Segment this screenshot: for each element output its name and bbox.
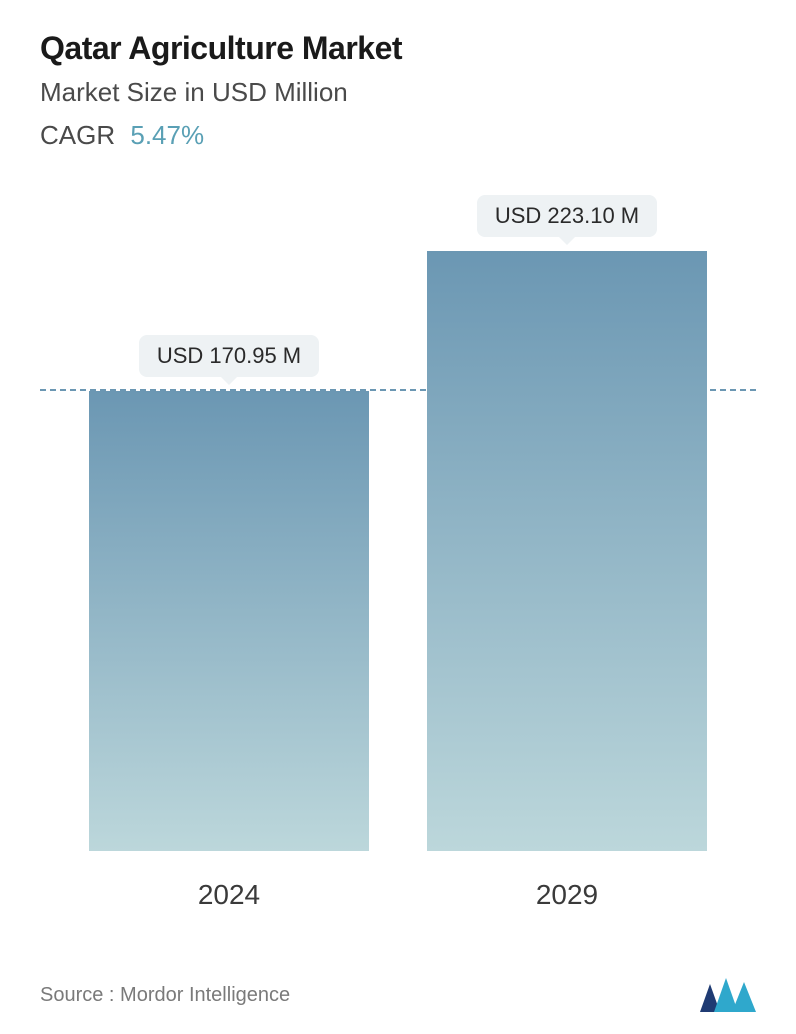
chart-header: Qatar Agriculture Market Market Size in … (40, 30, 756, 151)
x-label-1: 2029 (427, 879, 707, 911)
value-pill-1: USD 223.10 M (477, 195, 657, 237)
x-label-0: 2024 (89, 879, 369, 911)
chart-title: Qatar Agriculture Market (40, 30, 756, 67)
bar-0 (89, 391, 369, 851)
cagr-row: CAGR 5.47% (40, 120, 756, 151)
cagr-label: CAGR (40, 120, 115, 150)
chart-area: USD 170.95 M USD 223.10 M 2024 2029 (40, 191, 756, 911)
logo-right-path (732, 982, 756, 1012)
source-text: Source : Mordor Intelligence (40, 984, 290, 1007)
bar-1 (427, 251, 707, 851)
chart-subtitle: Market Size in USD Million (40, 77, 756, 108)
brand-logo-icon (700, 978, 756, 1012)
x-axis-labels: 2024 2029 (40, 879, 756, 911)
bar-group-0: USD 170.95 M (89, 335, 369, 851)
cagr-value: 5.47% (130, 120, 204, 150)
bars-container: USD 170.95 M USD 223.10 M (40, 191, 756, 851)
bar-group-1: USD 223.10 M (427, 195, 707, 851)
chart-footer: Source : Mordor Intelligence (40, 978, 756, 1012)
value-pill-0: USD 170.95 M (139, 335, 319, 377)
